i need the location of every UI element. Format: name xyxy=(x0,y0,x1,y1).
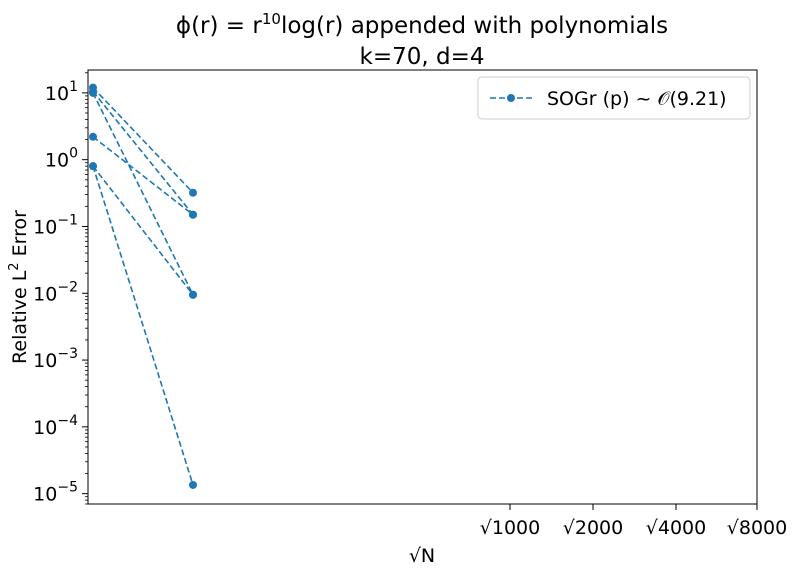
series-segment-5 xyxy=(92,165,194,486)
data-point-3-a xyxy=(89,132,97,141)
x-tick-label-2: √4000 xyxy=(646,517,706,539)
legend-marker xyxy=(507,94,515,102)
data-point-4-b xyxy=(189,290,197,299)
series-segment-4 xyxy=(92,165,194,296)
data-point-5-a xyxy=(89,162,97,171)
chart-title-line2: k=70, d=4 xyxy=(360,44,485,70)
data-point-2-a xyxy=(89,88,97,97)
x-axis-label: √N xyxy=(409,545,435,567)
plot-area xyxy=(87,69,758,505)
x-tick-label-0: √1000 xyxy=(480,517,540,539)
x-tick-label-3: √8000 xyxy=(727,517,787,539)
y-tick-label-4: 10−3 xyxy=(33,346,78,372)
data-point-3-b xyxy=(189,210,197,219)
series-sogr xyxy=(89,83,197,489)
legend: SOGr (p) ~ 𝒪(9.21) xyxy=(477,76,751,120)
series-segment-2 xyxy=(92,92,194,296)
data-point-5-b xyxy=(189,480,197,489)
chart-title-line1: ϕ(r) = r10log(r) appended with polynomia… xyxy=(176,10,668,39)
y-axis-label: Relative L2 Error xyxy=(7,210,31,364)
y-tick-label-0: 101 xyxy=(45,79,78,105)
x-tick-label-1: √2000 xyxy=(563,517,623,539)
series-segment-3 xyxy=(92,136,194,216)
y-tick-label-1: 100 xyxy=(45,146,78,172)
series-segment-0 xyxy=(92,87,194,194)
legend-label: SOGr (p) ~ 𝒪(9.21) xyxy=(547,88,727,110)
data-point-0-b xyxy=(189,188,197,197)
y-tick-label-2: 10−1 xyxy=(33,212,78,238)
x-axis: √1000 √2000 √4000 √8000 xyxy=(480,504,787,539)
y-tick-label-5: 10−4 xyxy=(33,413,78,439)
y-tick-label-3: 10−2 xyxy=(33,279,78,305)
y-axis: 101 100 10−1 10−2 10−3 10−4 10−5 xyxy=(33,72,88,506)
legend-box xyxy=(477,76,751,120)
y-tick-label-6: 10−5 xyxy=(33,480,78,506)
